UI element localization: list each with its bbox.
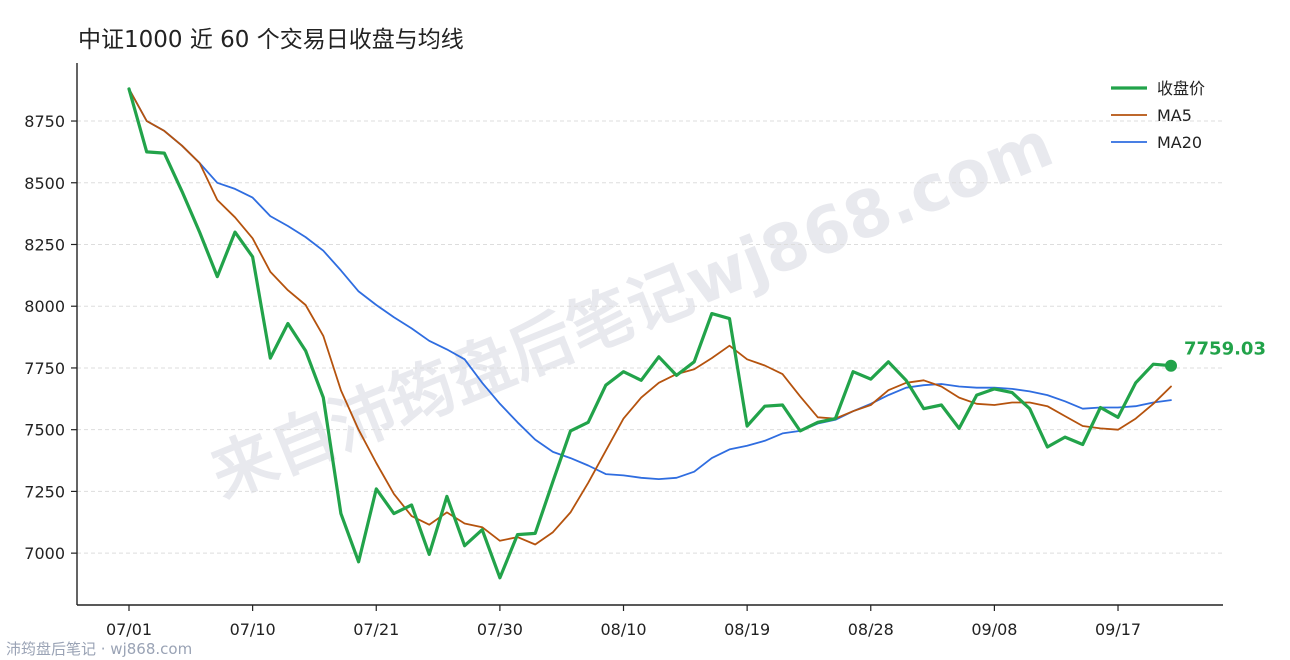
x-tick-label: 07/21 xyxy=(353,620,399,639)
y-tick-label: 7750 xyxy=(24,359,65,378)
x-tick-label: 08/28 xyxy=(848,620,894,639)
y-tick-label: 8250 xyxy=(24,235,65,254)
series-ma5-line xyxy=(128,88,1172,546)
y-tick-label: 7000 xyxy=(24,544,65,563)
y-tick-label: 8000 xyxy=(24,297,65,316)
y-tick-label: 8500 xyxy=(24,174,65,193)
y-tick-label: 7250 xyxy=(24,482,65,501)
legend-label: MA5 xyxy=(1157,106,1192,125)
x-tick-label: 08/10 xyxy=(600,620,646,639)
last-value-annotation: 7759.03 xyxy=(1165,339,1266,372)
legend-label: 收盘价 xyxy=(1157,79,1205,98)
x-tick-label: 09/17 xyxy=(1095,620,1141,639)
x-tick-label: 08/19 xyxy=(724,620,770,639)
y-tick-label: 7500 xyxy=(24,421,65,440)
series-lines xyxy=(127,87,1173,580)
last-value-point xyxy=(1165,359,1177,372)
legend-label: MA20 xyxy=(1157,133,1202,152)
y-gridlines xyxy=(77,120,1223,554)
footer-credit: 沛筠盘后笔记 · wj868.com xyxy=(6,640,193,658)
x-tick-label: 09/08 xyxy=(971,620,1017,639)
last-value-label: 7759.03 xyxy=(1184,339,1266,360)
x-tick-label: 07/10 xyxy=(230,620,276,639)
x-tick-label: 07/30 xyxy=(477,620,523,639)
chart-title: 中证1000 近 60 个交易日收盘与均线 xyxy=(78,27,464,53)
x-tick-label: 07/01 xyxy=(106,620,152,639)
series-close-line xyxy=(127,87,1173,580)
axes: 7000 7250 7500 7750 8000 8250 8500 8750 07/01 07/… xyxy=(24,63,1223,639)
legend: 收盘价 MA5 MA20 xyxy=(1111,79,1205,152)
y-tick-label: 8750 xyxy=(24,112,65,131)
